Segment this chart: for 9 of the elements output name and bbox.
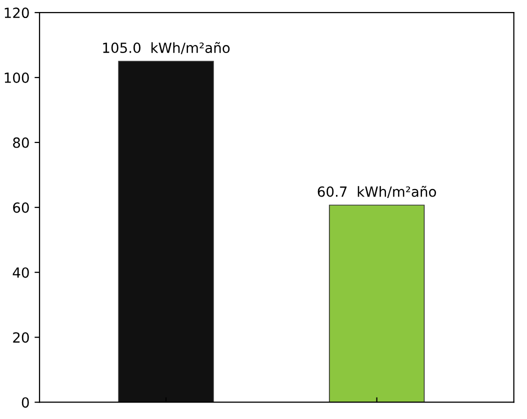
- data-label: 105.0 kWh/m²año: [103, 42, 230, 54]
- y-tick-label: 40: [12, 267, 29, 278]
- y-tick-label: 100: [4, 72, 29, 83]
- y-tick-label: 0: [22, 397, 29, 408]
- y-tick-label: 60: [13, 202, 29, 213]
- data-label: 60.7 kWh/m²año: [318, 186, 436, 198]
- y-tick-label: 20: [13, 332, 29, 343]
- y-tick-label: 80: [13, 137, 29, 148]
- y-tick-label: 120: [4, 8, 29, 18]
